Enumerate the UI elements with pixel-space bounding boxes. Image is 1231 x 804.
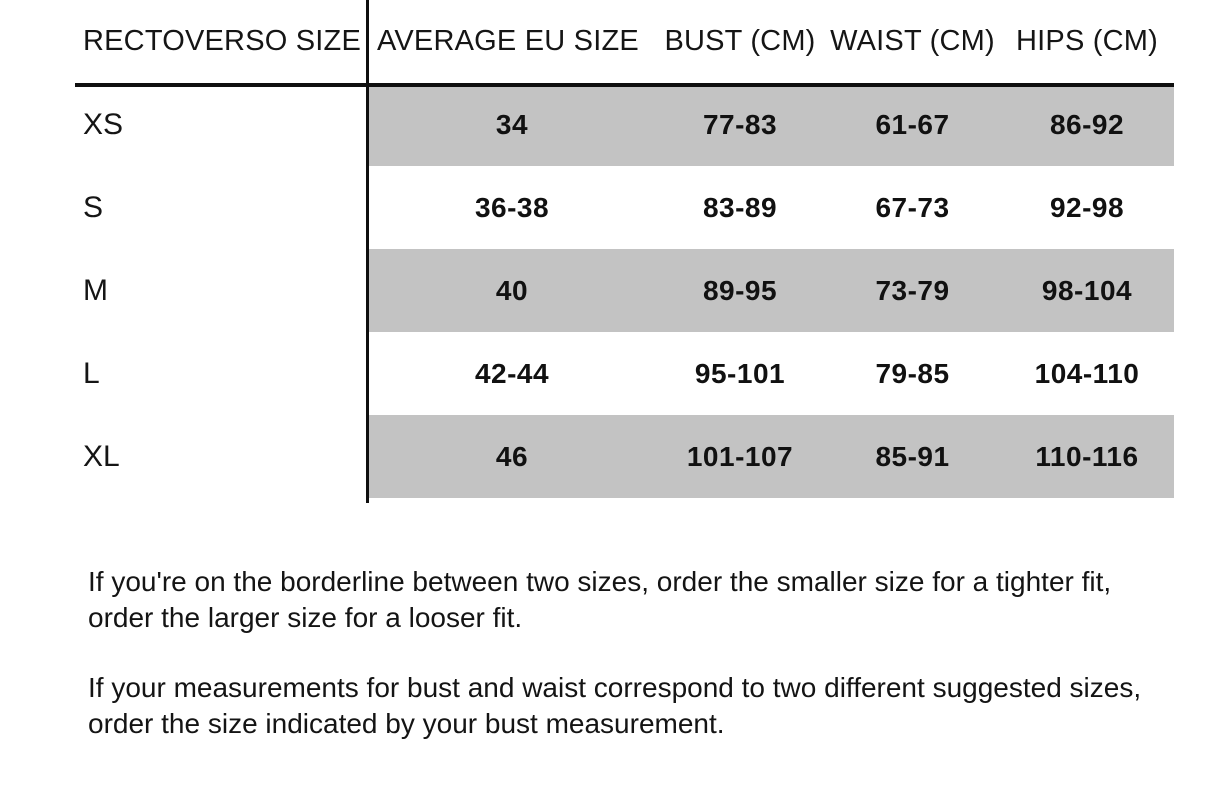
table-header-row: RECTOVERSO SIZE AVERAGE EU SIZE BUST (CM…	[0, 0, 1174, 83]
row-values: 36-38 83-89 67-73 92-98	[369, 166, 1174, 249]
sizing-note-bust-priority: If your measurements for bust and waist …	[88, 672, 1142, 739]
size-label: XS	[83, 107, 124, 141]
waist-value: 73-79	[875, 274, 950, 306]
waist-value: 61-67	[875, 108, 950, 140]
column-header-hips: HIPS (CM)	[1016, 25, 1158, 57]
table-header-underline	[75, 83, 1174, 87]
eu-size-value: 42-44	[474, 357, 550, 389]
bust-value: 77-83	[702, 108, 778, 140]
eu-size-value: 40	[495, 274, 529, 306]
row-values: 40 89-95 73-79 98-104	[369, 249, 1174, 332]
waist-value: 67-73	[875, 191, 950, 223]
sizing-note-borderline: If you're on the borderline between two …	[88, 566, 1112, 633]
eu-size-value: 36-38	[474, 191, 550, 223]
waist-value: 85-91	[875, 440, 950, 472]
table-row-xs: XS 34 77-83 61-67 86-92	[0, 83, 1174, 166]
column-header-average-eu-size: AVERAGE EU SIZE	[377, 25, 639, 57]
table-row-l: L 42-44 95-101 79-85 104-110	[0, 332, 1174, 415]
table-row-xl: XL 46 101-107 85-91 110-116	[0, 415, 1174, 498]
hips-value: 92-98	[1049, 191, 1125, 223]
row-values: 34 77-83 61-67 86-92	[369, 83, 1174, 166]
hips-value: 104-110	[1034, 357, 1140, 389]
waist-value: 79-85	[875, 357, 950, 389]
eu-size-value: 34	[495, 108, 529, 140]
row-values: 42-44 95-101 79-85 104-110	[369, 332, 1174, 415]
bust-value: 95-101	[694, 357, 786, 389]
table-vertical-divider	[366, 0, 369, 503]
bust-value: 83-89	[702, 191, 778, 223]
size-label: S	[83, 190, 104, 224]
hips-value: 98-104	[1041, 274, 1133, 306]
size-label: M	[83, 273, 108, 307]
bust-value: 89-95	[702, 274, 778, 306]
column-header-waist: WAIST (CM)	[830, 25, 995, 57]
eu-size-value: 46	[495, 440, 529, 472]
size-label: L	[83, 356, 100, 390]
size-chart-table: RECTOVERSO SIZE AVERAGE EU SIZE BUST (CM…	[0, 0, 1174, 503]
bust-value: 101-107	[686, 440, 794, 472]
column-header-rectoverso-size: RECTOVERSO SIZE	[83, 25, 362, 57]
table-row-s: S 36-38 83-89 67-73 92-98	[0, 166, 1174, 249]
sizing-notes: If you're on the borderline between two …	[88, 564, 1166, 741]
hips-value: 110-116	[1035, 440, 1139, 472]
column-header-bust: BUST (CM)	[664, 25, 816, 57]
table-row-m: M 40 89-95 73-79 98-104	[0, 249, 1174, 332]
row-values: 46 101-107 85-91 110-116	[369, 415, 1174, 498]
hips-value: 86-92	[1049, 108, 1125, 140]
size-label: XL	[83, 439, 120, 473]
